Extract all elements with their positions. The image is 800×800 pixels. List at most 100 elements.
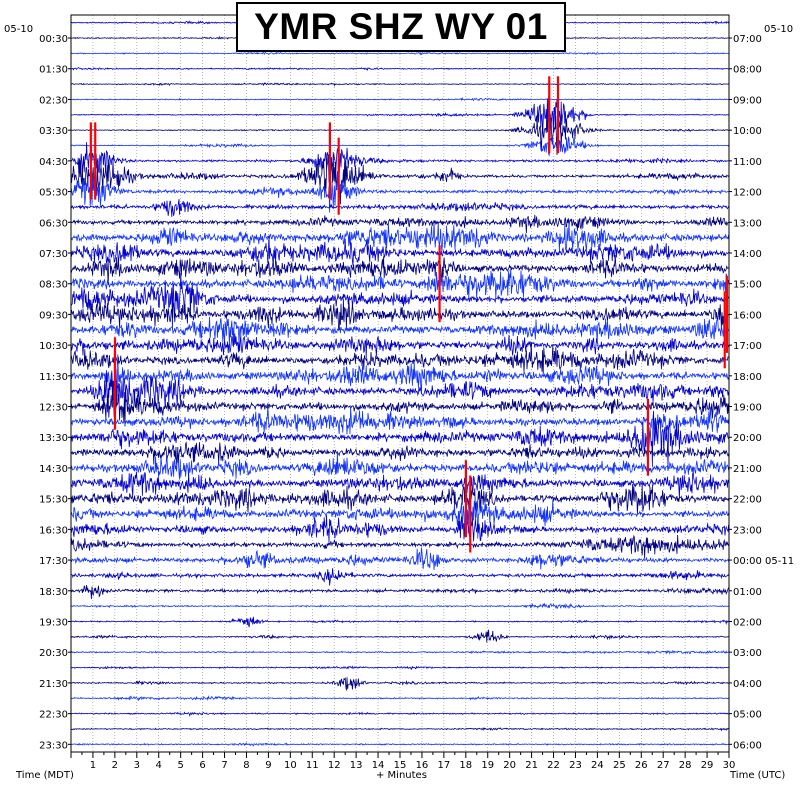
left-time-label: 22:30 — [39, 710, 68, 721]
x-tick-label: 8 — [243, 760, 249, 771]
right-time-label: 09:00 — [733, 95, 762, 106]
right-time-label: 01:00 — [733, 587, 762, 598]
trace-line — [70, 568, 729, 586]
trace-line — [70, 665, 729, 671]
x-tick-label: 26 — [635, 760, 648, 771]
left-time-label: 08:30 — [39, 280, 68, 291]
trace-line — [70, 171, 729, 213]
right-time-label: 17:00 — [733, 341, 762, 352]
left-time-label: 07:30 — [39, 249, 68, 260]
x-tick-label: 27 — [657, 760, 670, 771]
right-time-label: 14:00 — [733, 249, 762, 260]
x-tick-label: 11 — [306, 760, 319, 771]
x-tick-label: 22 — [547, 760, 560, 771]
left-time-label: 01:30 — [39, 65, 68, 76]
trace-line — [70, 273, 729, 330]
trace-line — [70, 451, 729, 480]
clip-mark — [438, 245, 441, 323]
trace-line — [70, 96, 729, 135]
right-time-label: 21:00 — [733, 464, 762, 475]
x-tick-label: 4 — [156, 760, 162, 771]
left-time-label: 18:30 — [39, 587, 68, 598]
trace-line — [70, 111, 729, 156]
left-date-label: 05-10 — [4, 24, 33, 35]
trace-line — [70, 135, 729, 157]
x-tick-label: 16 — [416, 760, 429, 771]
right-time-label: 15:00 — [733, 280, 762, 291]
x-axis-label: + Minutes — [376, 770, 427, 781]
trace-line — [70, 677, 729, 691]
x-tick-label: 24 — [591, 760, 604, 771]
trace-line — [70, 471, 729, 499]
trace-line — [70, 214, 729, 234]
trace-line — [70, 441, 729, 465]
left-time-label: 14:30 — [39, 464, 68, 475]
x-tick-label: 23 — [569, 760, 582, 771]
left-time-label: 02:30 — [39, 95, 68, 106]
right-time-label: 10:00 — [733, 126, 762, 137]
trace-line — [70, 711, 729, 717]
left-time-label: 20:30 — [39, 648, 68, 659]
trace-line — [70, 727, 729, 732]
x-axis: 1 2 3 4 5 6 7 8 9 10 11 12 13 14 15 16 17 18 19 20 21 22 23 24 2… — [70, 752, 735, 771]
right-time-label: 13:00 — [733, 218, 762, 229]
clip-mark — [646, 398, 650, 476]
left-time-label: 13:30 — [39, 433, 68, 444]
trace-line — [70, 235, 729, 266]
right-time-label: 16:00 — [733, 310, 762, 321]
x-tick-label: 3 — [134, 760, 140, 771]
trace-line — [70, 82, 729, 87]
left-time-label: 04:30 — [39, 157, 68, 168]
x-tick-label: 20 — [503, 760, 516, 771]
trace-line — [70, 341, 729, 375]
right-time-label: 18:00 — [733, 372, 762, 383]
trace-line — [70, 151, 729, 205]
right-time-label: 03:00 — [733, 648, 762, 659]
chart-title: YMR SHZ WY 01 — [254, 6, 548, 47]
right-axis-title: Time (UTC) — [729, 770, 785, 781]
left-time-label: 15:30 — [39, 495, 68, 506]
clip-mark — [94, 122, 97, 200]
x-tick-label: 12 — [328, 760, 341, 771]
clip-mark — [548, 76, 551, 154]
left-time-label: 19:30 — [39, 617, 68, 628]
right-time-axis: 07:00 08:00 09:00 10:00 11:00 12:00 13:00 14:00… — [729, 34, 794, 751]
left-time-label: 11:30 — [39, 372, 68, 383]
trace-line — [70, 316, 729, 348]
trace-line — [70, 497, 729, 539]
left-time-label: 00:30 — [39, 34, 68, 45]
right-time-label: 06:00 — [733, 740, 762, 751]
trace-line — [70, 405, 729, 435]
right-time-label: 23:00 — [733, 525, 762, 536]
x-tick-label: 5 — [177, 760, 183, 771]
trace-line — [70, 221, 729, 253]
trace-line — [70, 515, 729, 543]
x-tick-label: 18 — [459, 760, 472, 771]
trace-line — [70, 67, 729, 71]
chart-title-box: YMR SHZ WY 01 — [236, 2, 566, 52]
x-tick-label: 15 — [394, 760, 407, 771]
right-time-label: 07:00 — [733, 34, 762, 45]
x-tick-label: 29 — [701, 760, 714, 771]
clip-mark — [328, 122, 332, 200]
trace-line — [70, 616, 729, 628]
clip-mark — [556, 76, 560, 154]
clip-mark — [723, 291, 726, 369]
clip-mark — [469, 475, 472, 553]
trace-line — [70, 585, 729, 600]
x-tick-label: 6 — [199, 760, 205, 771]
left-time-axis: 00:30 01:30 02:30 03:30 04:30 05:30 06:30 07:30… — [39, 34, 71, 751]
trace-line — [70, 380, 729, 427]
x-tick-label: 28 — [679, 760, 692, 771]
x-tick-label: 14 — [372, 760, 385, 771]
trace-line — [70, 602, 729, 609]
right-time-label: 00:00 05-11 — [733, 556, 794, 567]
left-axis-title: Time (MDT) — [15, 770, 74, 781]
clip-mark — [464, 460, 467, 538]
trace-line — [70, 408, 729, 467]
x-tick-label: 17 — [437, 760, 450, 771]
trace-line — [70, 547, 729, 571]
left-time-label: 03:30 — [39, 126, 68, 137]
left-time-label: 23:30 — [39, 740, 68, 751]
trace-line — [70, 51, 729, 56]
